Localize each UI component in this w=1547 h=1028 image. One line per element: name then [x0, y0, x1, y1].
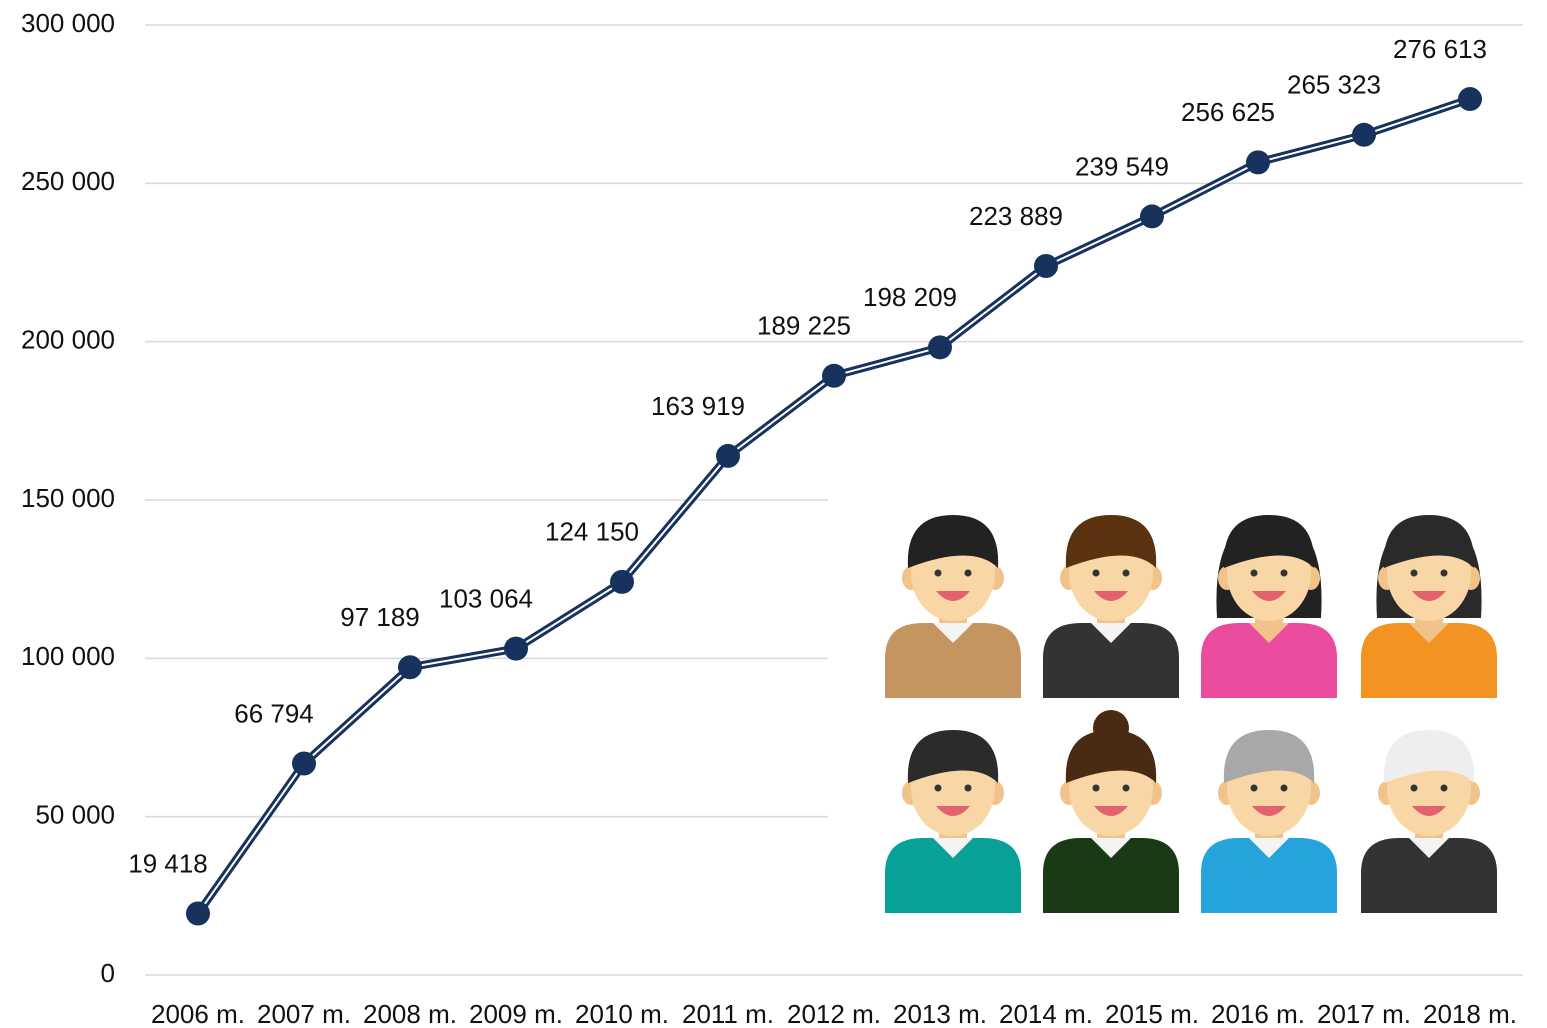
y-tick-label: 250 000: [21, 166, 115, 196]
avatar-hair: [907, 730, 999, 783]
data-label: 124 150: [545, 517, 639, 547]
x-tick-label: 2007 m.: [257, 999, 351, 1028]
y-tick-label: 150 000: [21, 483, 115, 513]
x-tick-label: 2017 m.: [1317, 999, 1411, 1028]
avatar-body: [1361, 838, 1497, 913]
marker: [1140, 204, 1164, 229]
avatar-collar: [1409, 623, 1449, 643]
avatar-eye: [1092, 569, 1100, 577]
x-tick-label: 2013 m.: [893, 999, 987, 1028]
avatar-mouth: [1094, 591, 1128, 601]
data-label: 265 323: [1287, 70, 1381, 100]
data-label: 256 625: [1181, 97, 1275, 127]
avatar-eye: [934, 784, 942, 792]
avatar-body: [1043, 623, 1179, 698]
avatar-hair: [1065, 730, 1157, 783]
marker: [928, 335, 952, 360]
avatar-collar: [1249, 623, 1289, 643]
avatar-eye: [1410, 784, 1418, 792]
avatar-eye: [934, 569, 942, 577]
y-tick-label: 0: [101, 958, 115, 988]
x-tick-label: 2014 m.: [999, 999, 1093, 1028]
avatar-hair: [1383, 515, 1475, 568]
avatar-mouth: [1094, 806, 1128, 816]
data-label: 189 225: [757, 311, 851, 341]
x-tick-label: 2012 m.: [787, 999, 881, 1028]
y-tick-label: 300 000: [21, 8, 115, 38]
x-tick-label: 2016 m.: [1211, 999, 1305, 1028]
marker: [716, 443, 740, 468]
avatar-hair: [1065, 515, 1157, 568]
marker: [292, 751, 316, 776]
plot: 19 418 66 794 97 189 103 064 124 150 163 919 1…: [128, 34, 1517, 1028]
avatar-collar: [933, 838, 973, 858]
avatar-mouth: [936, 806, 970, 816]
avatar-eye: [1280, 569, 1288, 577]
avatar-body: [885, 838, 1021, 913]
avatar-body: [1201, 623, 1337, 698]
avatar-eye: [1122, 569, 1130, 577]
x-tick-label: 2015 m.: [1105, 999, 1199, 1028]
y-tick-label: 200 000: [21, 325, 115, 355]
data-label: 163 919: [651, 391, 745, 421]
avatar-mouth: [1412, 806, 1446, 816]
x-tick-label: 2010 m.: [575, 999, 669, 1028]
marker: [1458, 87, 1482, 112]
x-tick-label: 2009 m.: [469, 999, 563, 1028]
marker: [504, 636, 528, 661]
avatar-body: [1043, 838, 1179, 913]
people-illustration: [885, 515, 1497, 913]
marker: [1034, 254, 1058, 279]
marker: [1352, 122, 1376, 147]
x-tick-label: 2011 m.: [682, 999, 774, 1028]
y-tick-label: 100 000: [21, 641, 115, 671]
avatar-mouth: [1412, 591, 1446, 601]
data-label: 276 613: [1393, 34, 1487, 64]
avatar-mouth: [936, 591, 970, 601]
avatar-eye: [1410, 569, 1418, 577]
avatar-eye: [1280, 784, 1288, 792]
avatar-hair: [1223, 515, 1315, 568]
marker: [1246, 150, 1270, 175]
avatar-hair: [1383, 730, 1475, 783]
avatar-collar: [1091, 838, 1131, 858]
marker: [186, 901, 210, 926]
avatar-eye: [1250, 569, 1258, 577]
avatar-eye: [1440, 569, 1448, 577]
y-tick-label: 50 000: [35, 800, 115, 830]
avatar-mouth: [1252, 591, 1286, 601]
avatar-collar: [1249, 838, 1289, 858]
avatar-eye: [1122, 784, 1130, 792]
avatar-collar: [933, 623, 973, 643]
x-tick-label: 2008 m.: [363, 999, 457, 1028]
marker: [398, 655, 422, 680]
avatar-body: [1201, 838, 1337, 913]
avatar-body: [885, 623, 1021, 698]
marker: [610, 569, 634, 594]
avatar-mouth: [1252, 806, 1286, 816]
x-tick-label: 2018 m.: [1423, 999, 1517, 1028]
avatar-eye: [964, 784, 972, 792]
avatar-hair: [1223, 730, 1315, 783]
avatar-eye: [1092, 784, 1100, 792]
avatar-body: [1361, 623, 1497, 698]
avatar-eye: [964, 569, 972, 577]
data-label: 103 064: [439, 584, 533, 614]
x-tick-label: 2006 m.: [151, 999, 245, 1028]
avatar-bun: [1093, 710, 1129, 746]
avatar-eye: [1440, 784, 1448, 792]
marker: [822, 363, 846, 388]
data-label: 223 889: [969, 201, 1063, 231]
avatar-collar: [1091, 623, 1131, 643]
avatar-collar: [1409, 838, 1449, 858]
data-label: 198 209: [863, 282, 957, 312]
data-label: 97 189: [340, 602, 420, 632]
data-label: 66 794: [234, 698, 314, 728]
data-label: 239 549: [1075, 151, 1169, 181]
avatar-hair: [907, 515, 999, 568]
avatar-eye: [1250, 784, 1258, 792]
data-label: 19 418: [128, 848, 208, 878]
